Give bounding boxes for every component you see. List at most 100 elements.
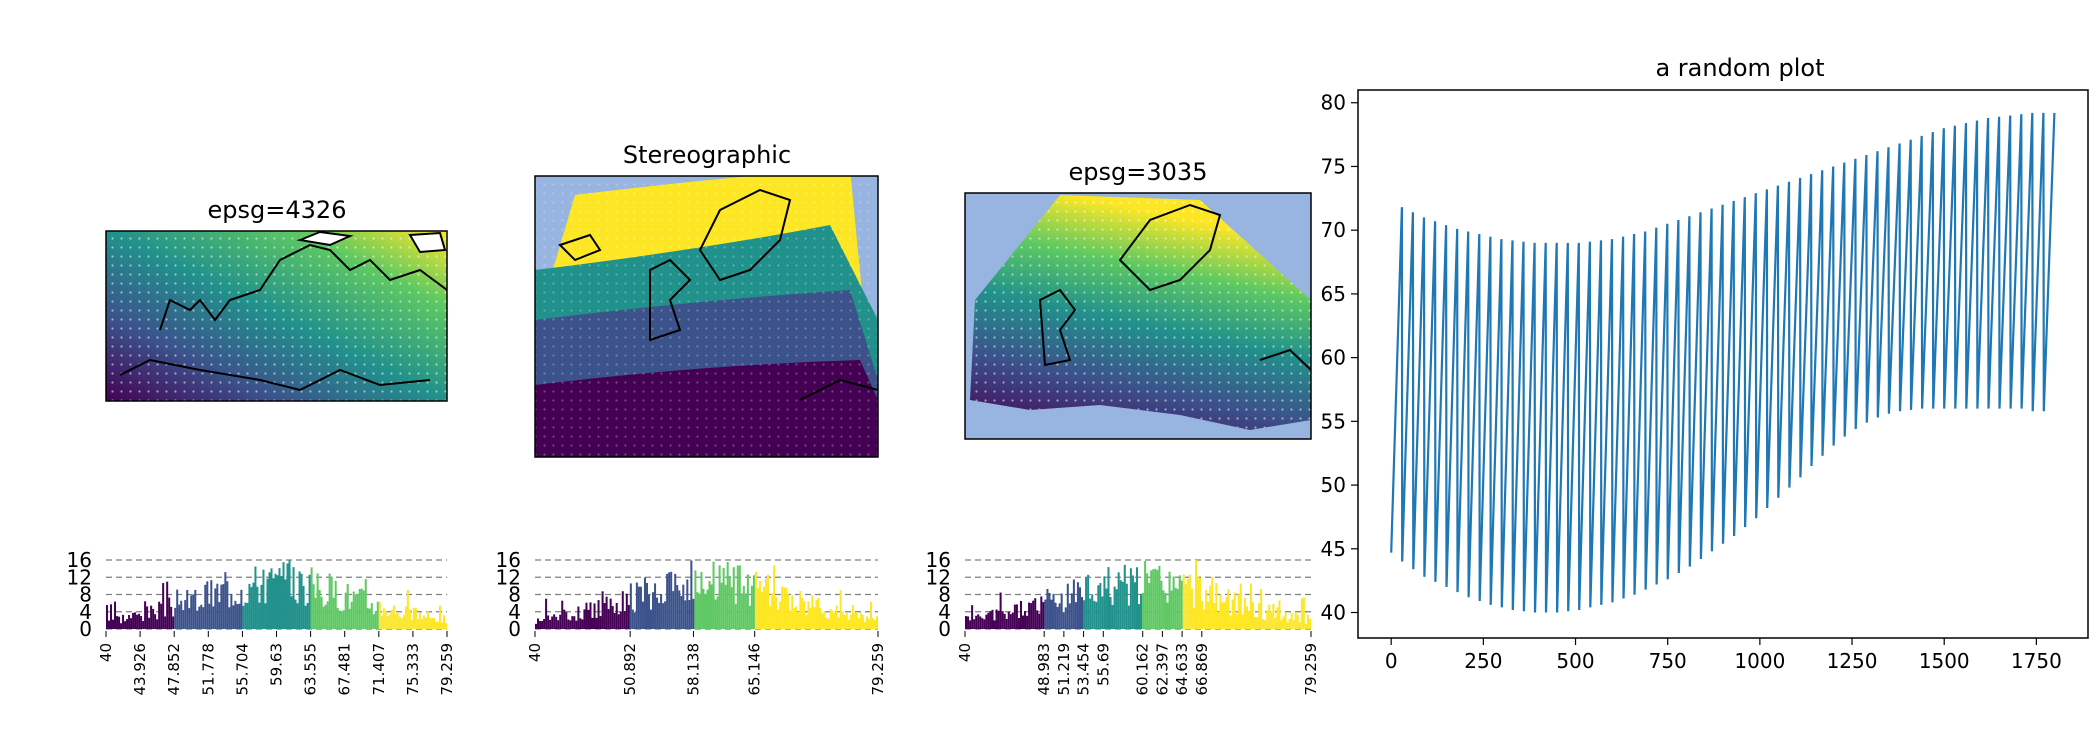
histogram-bar bbox=[1215, 583, 1218, 629]
y-tick-label: 40 bbox=[1321, 601, 1346, 625]
histogram-bar bbox=[650, 609, 653, 629]
histogram-bar bbox=[847, 619, 850, 629]
histogram-bar bbox=[738, 565, 741, 629]
histogram-bar bbox=[631, 609, 634, 629]
histogram-bar bbox=[294, 599, 297, 629]
y-tick-label: 8 bbox=[938, 583, 951, 607]
histogram-bar bbox=[979, 616, 982, 629]
histogram-bar bbox=[276, 575, 279, 629]
histogram-bar bbox=[202, 607, 205, 629]
histogram-bar bbox=[1046, 588, 1049, 629]
histogram-bar bbox=[1081, 597, 1084, 629]
histogram-bar bbox=[658, 602, 661, 629]
histogram-bar bbox=[1142, 592, 1145, 629]
histogram-bar bbox=[1266, 610, 1269, 629]
histogram-bar bbox=[258, 602, 261, 629]
x-tick-label: 1000 bbox=[1734, 649, 1785, 673]
histogram-bar bbox=[678, 590, 681, 629]
x-tick-label: 71.407 bbox=[370, 643, 388, 696]
histogram-bar bbox=[1258, 603, 1261, 629]
histogram-bar bbox=[686, 579, 689, 629]
histogram-bar bbox=[1268, 604, 1271, 629]
histogram-bar bbox=[849, 614, 852, 629]
histogram-bar bbox=[821, 613, 824, 629]
histogram-bar bbox=[182, 610, 185, 629]
histogram-bar bbox=[378, 601, 381, 629]
histogram-bar bbox=[244, 602, 247, 629]
histogram-bar bbox=[666, 573, 669, 629]
histogram-bar bbox=[224, 572, 227, 629]
histogram-bar bbox=[702, 588, 705, 629]
histogram-bar bbox=[754, 571, 757, 629]
histogram-bar bbox=[1097, 585, 1100, 629]
histogram-bar bbox=[106, 605, 109, 629]
histogram-bar bbox=[240, 589, 243, 629]
x-tick-label: 51.219 bbox=[1055, 643, 1073, 696]
histogram-bar bbox=[416, 618, 419, 629]
histogram-bar bbox=[607, 609, 610, 629]
histogram-bar bbox=[132, 612, 135, 629]
histogram-bar bbox=[765, 578, 768, 629]
histogram-bar bbox=[248, 583, 251, 629]
histogram-bar bbox=[869, 601, 872, 629]
line-plot: a random plot 0 250 500 750 1000 1250 1500 1750… bbox=[1321, 54, 2089, 673]
histogram-bar bbox=[613, 612, 616, 629]
x-tick-label: 63.555 bbox=[302, 643, 320, 696]
histogram-bar bbox=[1158, 565, 1161, 629]
histogram-bar bbox=[256, 586, 259, 629]
histogram-bar bbox=[170, 606, 173, 629]
y-tick-label: 16 bbox=[926, 548, 951, 572]
histogram-bar bbox=[1001, 611, 1004, 629]
histogram-bar bbox=[797, 611, 800, 629]
histogram-bar bbox=[120, 623, 123, 629]
histogram-bar bbox=[1274, 617, 1277, 629]
histogram-bar bbox=[577, 606, 580, 629]
histogram-bar bbox=[1182, 574, 1185, 629]
histogram-bar bbox=[1013, 604, 1016, 629]
histogram-bar bbox=[390, 609, 393, 629]
histogram-bar bbox=[1125, 583, 1128, 629]
histogram-bar bbox=[1138, 604, 1141, 629]
histogram-bar bbox=[1150, 570, 1153, 629]
histogram-bar bbox=[1231, 599, 1234, 629]
histogram-bar bbox=[314, 597, 317, 629]
histogram-bar bbox=[434, 621, 437, 629]
histogram-bar bbox=[1044, 599, 1047, 629]
histogram-bar bbox=[124, 621, 127, 629]
histogram-bar bbox=[320, 597, 323, 629]
histogram-bar bbox=[180, 600, 183, 629]
histogram-bar bbox=[863, 622, 866, 629]
histogram-bar bbox=[1199, 577, 1202, 629]
histogram-bar bbox=[1056, 606, 1059, 629]
histogram-bar bbox=[758, 581, 761, 629]
histogram-bar bbox=[246, 602, 249, 629]
histogram-bar bbox=[1286, 622, 1289, 629]
histogram-bar bbox=[1209, 585, 1212, 629]
histogram-bar bbox=[1133, 582, 1136, 629]
map-frame bbox=[105, 230, 448, 402]
histogram-bar bbox=[1042, 602, 1045, 629]
histogram-bar bbox=[1021, 615, 1025, 629]
histogram-bar bbox=[1024, 610, 1027, 629]
histogram-bar bbox=[432, 618, 435, 629]
histogram-bar bbox=[603, 603, 606, 629]
histogram-bar bbox=[420, 619, 423, 629]
histogram-bar bbox=[781, 586, 784, 629]
histogram-bar bbox=[811, 595, 814, 629]
histogram-bar bbox=[1099, 582, 1102, 629]
histogram-bar bbox=[706, 589, 709, 629]
histogram-bar bbox=[286, 563, 289, 629]
histogram-bar bbox=[867, 618, 870, 629]
histogram-bar bbox=[342, 610, 345, 629]
histogram-bar bbox=[773, 565, 776, 629]
histogram-bar bbox=[1117, 572, 1120, 629]
y-tick-label: 12 bbox=[926, 565, 951, 589]
x-tick-label: 62.397 bbox=[1153, 643, 1171, 696]
histogram-bar bbox=[220, 584, 223, 629]
histogram-bar bbox=[575, 620, 578, 629]
histogram-bar bbox=[779, 601, 782, 629]
histogram-bar bbox=[817, 597, 820, 629]
histogram-bar bbox=[823, 611, 826, 629]
histogram-bar bbox=[324, 604, 327, 629]
histogram-bar bbox=[162, 583, 165, 629]
